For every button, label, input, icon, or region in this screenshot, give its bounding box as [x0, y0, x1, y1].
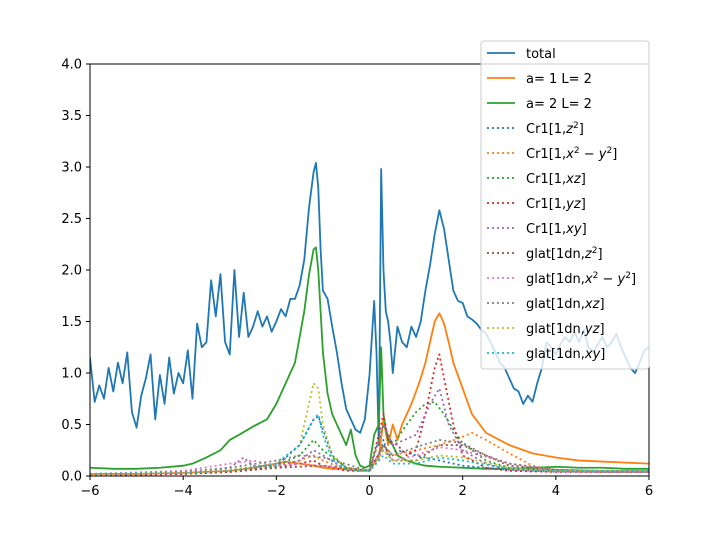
x-tick-label: 6 [645, 484, 653, 499]
series-line-4 [90, 431, 649, 476]
legend-label: a= 1 L= 2 [526, 72, 592, 87]
y-tick-label: 1.5 [61, 315, 82, 330]
legend-label: Cr1[1,xz] [526, 172, 586, 187]
legend-label: total [526, 47, 556, 62]
legend-label: Cr1[1,z2] [526, 121, 584, 137]
y-tick-label: 1.0 [61, 367, 82, 382]
x-tick-label: 4 [552, 484, 560, 499]
x-tick-label: −2 [267, 484, 286, 499]
x-tick-label: 2 [459, 484, 467, 499]
legend-label: Cr1[1,x2 − y2] [526, 146, 617, 162]
y-tick-label: 3.0 [61, 161, 82, 176]
x-tick-label: −6 [80, 484, 99, 499]
legend-label: glat[1dn,xy] [526, 347, 605, 362]
series-line-2 [90, 246, 649, 470]
legend-label: Cr1[1,xy] [526, 222, 587, 237]
y-tick-label: 0.5 [61, 418, 82, 433]
legend-box [480, 40, 650, 370]
y-tick-label: 2.0 [61, 264, 82, 279]
y-tick-label: 3.5 [61, 109, 82, 124]
axes-layer: −6 −4 −2 0 2 4 6 0.0 0.5 1.0 1.5 2.0 2.5 3.0 3.5 4.0 [61, 58, 653, 500]
legend: total a= 1 L= 2 a= 2 L= 2 Cr1[1,z2] Cr1[1,x2… [480, 40, 650, 370]
legend-label: Cr1[1,yz] [526, 197, 586, 212]
x-tick-label: −4 [174, 484, 193, 499]
x-tick-label: 0 [365, 484, 373, 499]
legend-label: a= 2 L= 2 [526, 97, 592, 112]
y-tick-label: 2.5 [61, 212, 82, 227]
legend-label: glat[1dn,x2 − y2] [526, 271, 636, 287]
series-line-7 [90, 387, 649, 476]
legend-label: glat[1dn,xz] [526, 297, 605, 312]
series-line-5 [90, 400, 649, 476]
series-line-12 [90, 413, 649, 475]
legend-label: glat[1dn,yz] [526, 322, 605, 337]
y-tick-label: 0.0 [61, 470, 82, 485]
y-tick-label: 4.0 [61, 58, 82, 73]
series-line-6 [90, 353, 649, 476]
series-line-10 [90, 439, 649, 475]
series-layer [90, 161, 649, 476]
series-line-8 [90, 444, 649, 475]
legend-label: glat[1dn,z2] [526, 246, 603, 262]
